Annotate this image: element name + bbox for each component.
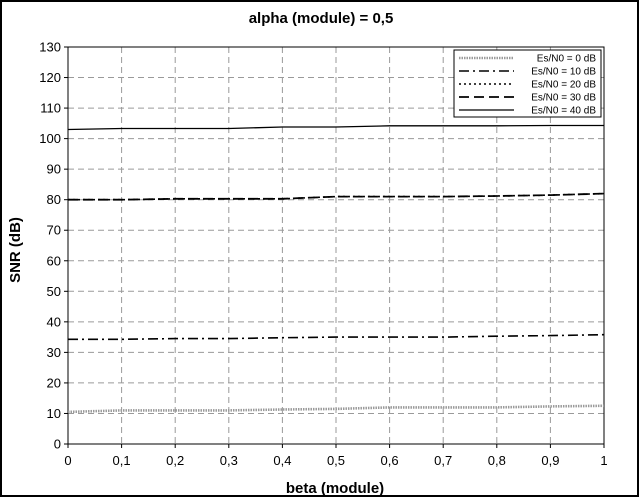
x-tick-label: 1 [600, 453, 607, 468]
x-tick-label: 0,3 [220, 453, 238, 468]
x-axis-title: beta (module) [286, 480, 384, 497]
x-tick-label: 0 [64, 453, 71, 468]
y-tick-label: 110 [40, 101, 61, 116]
y-tick-label: 10 [47, 406, 61, 421]
series-line-2 [68, 192, 605, 201]
x-tick-label: 0,9 [541, 453, 559, 468]
y-tick-label: 120 [39, 70, 61, 85]
legend-label: Es/N0 = 20 dB [531, 80, 596, 91]
y-tick-label: 50 [47, 284, 61, 299]
legend-label: Es/N0 = 40 dB [531, 106, 596, 117]
series-line-1 [68, 333, 605, 341]
x-tick-label: 0,8 [488, 453, 506, 468]
y-tick-label: 0 [54, 437, 61, 452]
legend-box [453, 49, 602, 118]
series-line-0 [67, 404, 605, 414]
legend-label: Es/N0 = 0 dB [537, 54, 597, 65]
x-tick-label: 0,4 [273, 453, 291, 468]
series-line-4 [67, 124, 604, 131]
y-tick-label: 90 [47, 162, 61, 177]
y-tick-label: 70 [47, 223, 61, 238]
grid-layer [68, 47, 604, 444]
chart-title: alpha (module) = 0,5 [249, 10, 394, 27]
legend-label: Es/N0 = 10 dB [531, 67, 596, 78]
x-tick-label: 0,6 [381, 453, 399, 468]
y-axis-title: SNR (dB) [7, 217, 24, 283]
tick-layer: 0 10 20 30 40 50 60 70 80 90 100 110 120 130 0 0,1 0,2 0,… [39, 40, 607, 469]
y-tick-label: 80 [47, 192, 61, 207]
y-tick-label: 100 [39, 131, 61, 146]
x-tick-label: 0,1 [113, 453, 131, 468]
y-tick-label: 30 [47, 345, 61, 360]
y-tick-label: 130 [39, 40, 61, 55]
x-tick-label: 0,5 [327, 453, 345, 468]
legend-label: Es/N0 = 30 dB [531, 93, 596, 104]
y-tick-label: 60 [47, 253, 61, 268]
series-layer [67, 124, 605, 414]
x-tick-label: 0,2 [166, 453, 184, 468]
y-tick-label: 20 [47, 375, 61, 390]
y-tick-label: 40 [47, 314, 61, 329]
x-tick-label: 0,7 [434, 453, 452, 468]
legend: Es/N0 = 0 dB Es/N0 = 10 dB Es/N0 = 20 dB Es… [453, 49, 602, 118]
